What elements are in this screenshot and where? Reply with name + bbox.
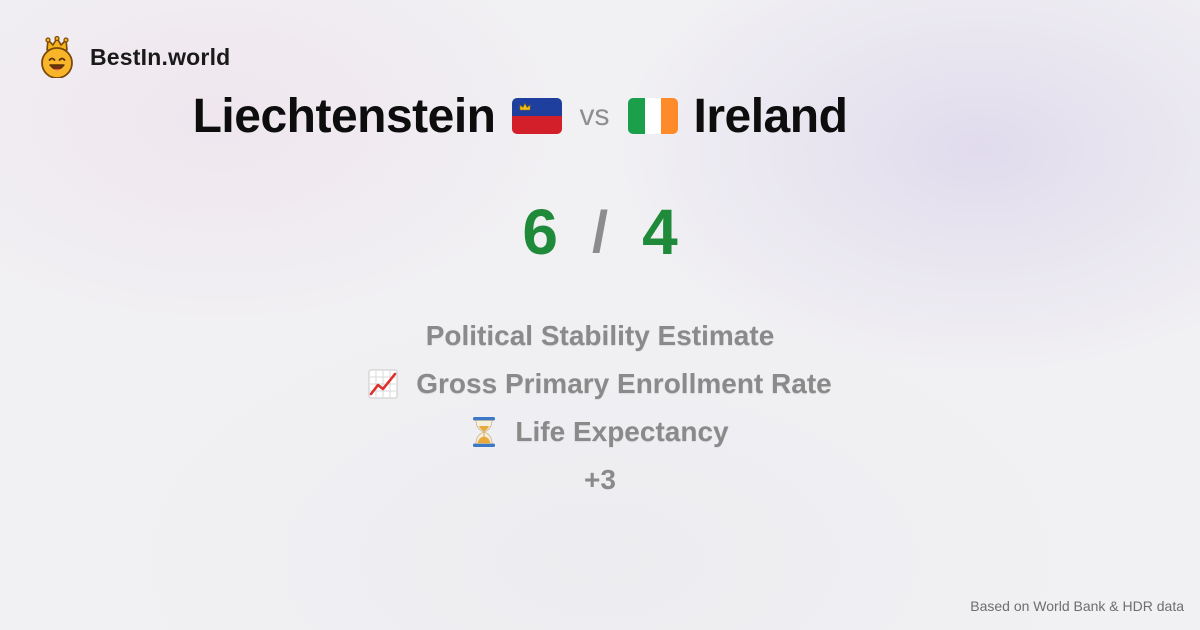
metric-item-gross-primary-enrollment: Gross Primary Enrollment Rate	[368, 360, 832, 408]
score-separator: /	[591, 199, 609, 265]
metric-item-political-stability: Political Stability Estimate	[426, 312, 775, 360]
score: 6 / 4	[0, 192, 1200, 272]
right-country-name: Ireland	[693, 89, 848, 143]
left-country-name: Liechtenstein	[192, 89, 496, 143]
left-score: 6	[522, 196, 558, 268]
chart-increasing-icon	[368, 369, 398, 399]
comparison-title: Liechtenstein vs Ireland	[0, 84, 1040, 148]
metrics-list: Political Stability Estimate Gross Prima…	[0, 312, 1200, 504]
crowned-smiley-icon	[41, 36, 73, 78]
vs-label: vs	[579, 99, 610, 132]
brand-name: BestIn.world	[90, 43, 231, 70]
ireland-flag-icon	[627, 98, 678, 134]
liechtenstein-flag-icon	[511, 98, 562, 134]
metric-item-life-expectancy: Life Expectancy	[471, 408, 729, 456]
more-metrics-count: +3	[584, 464, 616, 495]
metric-label: Life Expectancy	[515, 416, 729, 447]
data-source-note: Based on World Bank & HDR data	[970, 598, 1184, 614]
brand[interactable]: BestIn.world	[38, 36, 230, 78]
metric-label: Gross Primary Enrollment Rate	[416, 368, 832, 399]
metric-label: Political Stability Estimate	[425, 320, 775, 351]
hourglass-icon	[473, 417, 496, 447]
right-score: 4	[642, 196, 678, 268]
